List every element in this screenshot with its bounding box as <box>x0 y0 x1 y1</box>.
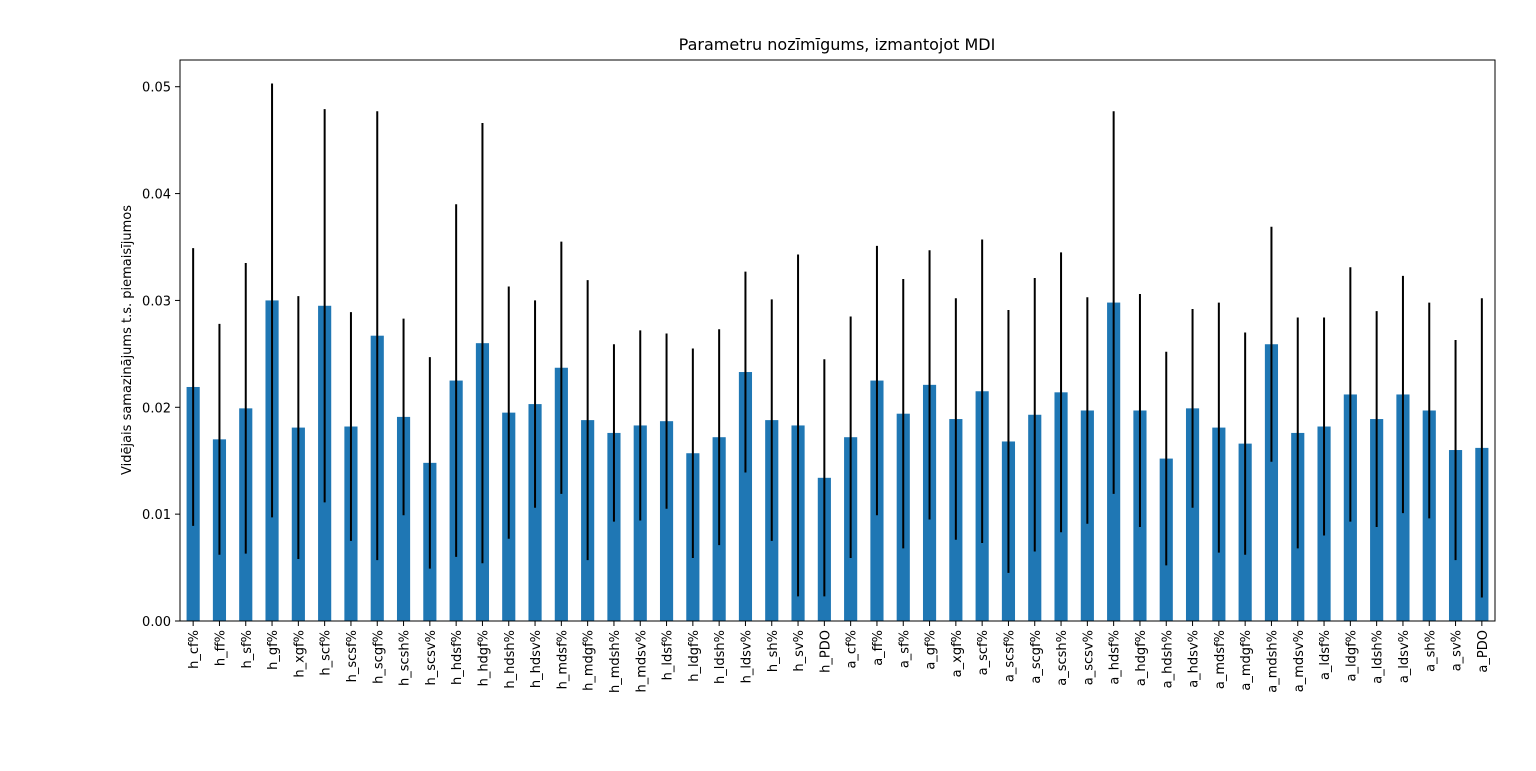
x-tick-label: h_mdsv% <box>634 630 649 692</box>
x-tick-label: h_cf% <box>187 630 202 669</box>
x-tick-label: h_hdsv% <box>529 630 544 688</box>
x-tick-label: a_scsh% <box>1055 630 1070 686</box>
x-tick-label: h_scf% <box>319 630 334 676</box>
x-tick-label: a_sv% <box>1450 630 1465 671</box>
x-tick-label: a_ff% <box>871 630 886 666</box>
x-tick-label: h_hdsh% <box>503 630 518 689</box>
y-tick-label: 0.05 <box>142 81 171 96</box>
x-tick-label: a_hdgf% <box>1134 630 1149 686</box>
bar <box>396 416 411 621</box>
x-axis: h_cf% h_ff% h_sf% h_gf% h_xgf% h_scf% h_scsf% h… <box>187 621 1491 693</box>
x-tick-label: a_mdsh% <box>1265 630 1280 693</box>
x-tick-label: h_scsv% <box>424 630 439 685</box>
bar <box>1264 344 1279 621</box>
y-tick-label: 0.01 <box>142 508 171 523</box>
x-tick-label: a_hdsv% <box>1187 630 1202 688</box>
x-tick-label: h_gf% <box>266 630 281 670</box>
x-tick-label: h_sv% <box>792 630 807 672</box>
x-tick-label: h_PDO <box>818 630 833 673</box>
bar <box>1185 408 1200 621</box>
bar <box>738 372 753 621</box>
x-tick-label: h_ff% <box>213 630 228 666</box>
x-tick-label: a_scgf% <box>1029 630 1044 684</box>
x-tick-label: h_scgf% <box>371 630 386 684</box>
x-tick-label: a_xgf% <box>950 630 965 677</box>
x-tick-label: a_mdsv% <box>1292 630 1307 692</box>
bar <box>633 425 647 621</box>
y-axis: 0.00 0.01 0.02 0.03 0.04 0.05 <box>142 81 180 630</box>
x-tick-label: h_hdsf% <box>450 630 465 685</box>
x-tick-label: a_mdsf% <box>1213 630 1228 689</box>
bar <box>607 432 621 621</box>
x-tick-label: a_ldgf% <box>1344 630 1359 682</box>
error-bars-layer <box>192 83 1483 598</box>
x-tick-label: h_sh% <box>766 630 781 672</box>
x-tick-label: a_sh% <box>1423 630 1438 672</box>
x-tick-label: a_ldsh% <box>1371 630 1386 684</box>
y-axis-label: Vidējais samazinājums t.s. piemaisījumos <box>120 205 135 475</box>
plot-frame <box>179 59 1496 622</box>
x-tick-label: a_sf% <box>897 630 912 668</box>
y-tick-label: 0.04 <box>142 188 171 203</box>
x-tick-label: h_mdsf% <box>555 630 570 689</box>
x-tick-label: a_PDO <box>1476 630 1491 673</box>
y-tick-label: 0.00 <box>142 615 171 630</box>
y-tick-label: 0.03 <box>142 294 171 309</box>
x-tick-label: h_ldsv% <box>739 630 754 683</box>
x-tick-label: h_ldgf% <box>687 630 702 682</box>
x-tick-label: a_scf% <box>976 630 991 675</box>
x-tick-label: a_hdsh% <box>1160 630 1175 688</box>
x-tick-label: h_scsf% <box>345 630 360 682</box>
x-tick-label: h_ldsf% <box>661 630 676 680</box>
x-tick-label: h_mdgf% <box>582 630 597 691</box>
x-tick-label: a_scsv% <box>1081 630 1096 685</box>
x-tick-label: a_hdsf% <box>1108 630 1123 685</box>
x-tick-label: a_cf% <box>845 630 860 669</box>
bar <box>528 404 542 621</box>
bar <box>554 367 568 621</box>
bars-layer <box>186 300 1489 621</box>
x-tick-label: h_scsh% <box>398 630 413 686</box>
bar <box>659 421 674 621</box>
y-tick-label: 0.02 <box>142 401 171 416</box>
x-tick-label: a_scsf% <box>1002 630 1017 682</box>
x-tick-label: h_ldsh% <box>713 630 728 684</box>
x-tick-label: h_xgf% <box>292 630 307 678</box>
x-tick-label: a_mdgf% <box>1239 630 1254 691</box>
x-tick-label: h_hdgf% <box>476 630 491 686</box>
chart-title: Parametru nozīmīgums, izmantojot MDI <box>679 35 996 54</box>
x-tick-label: h_mdsh% <box>608 630 623 693</box>
x-tick-label: a_gf% <box>924 630 939 670</box>
x-tick-label: a_ldsf% <box>1318 630 1333 680</box>
x-tick-label: h_sf% <box>240 630 255 668</box>
x-tick-label: a_ldsv% <box>1397 630 1412 683</box>
